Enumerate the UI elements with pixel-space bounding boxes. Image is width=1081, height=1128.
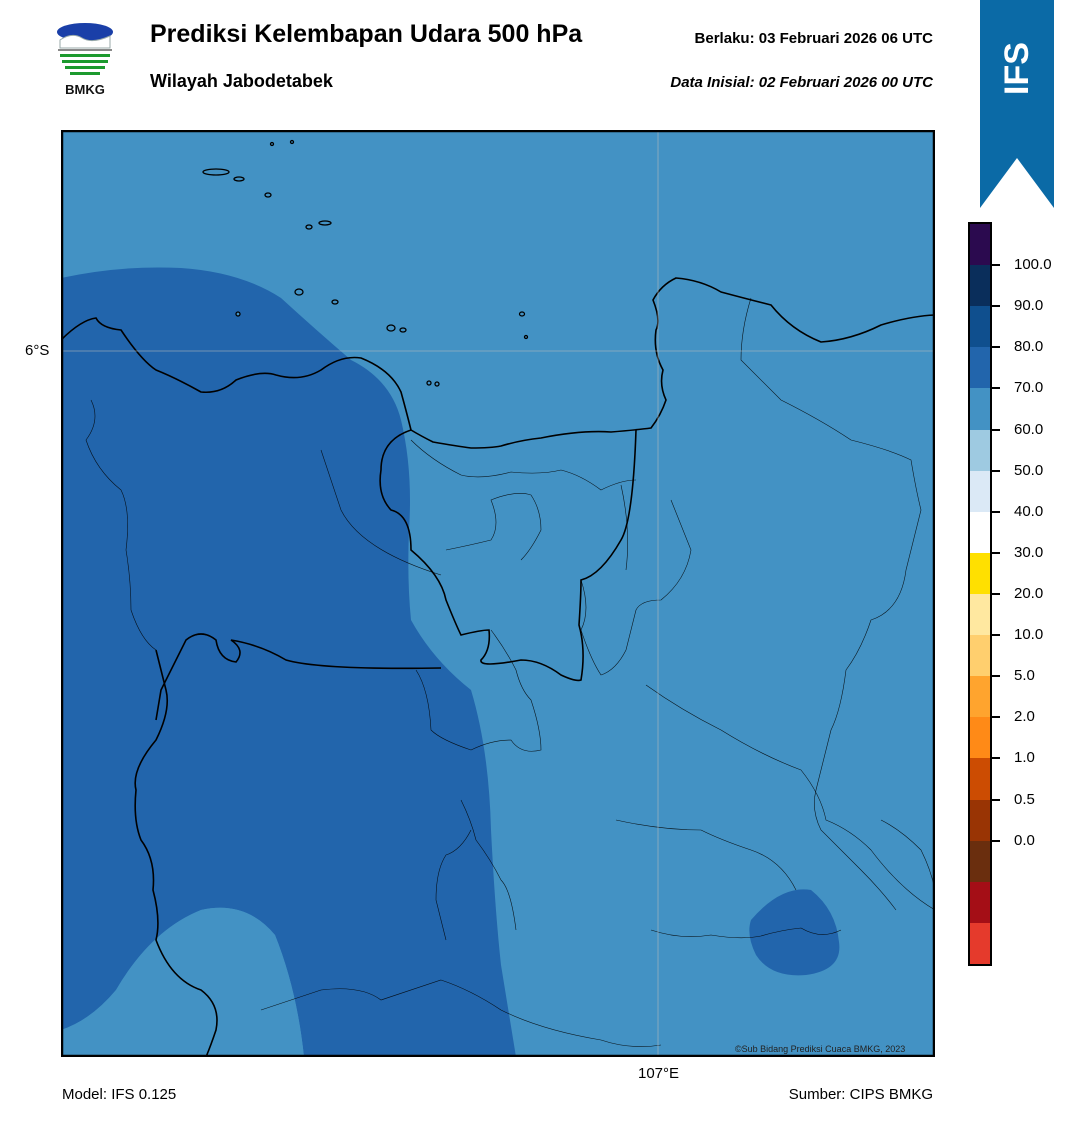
colorbar-label: 0.0 — [1014, 831, 1035, 849]
map-panel — [60, 129, 936, 1058]
colorbar-segment — [970, 881, 990, 924]
coastline — [61, 277, 935, 449]
colorbar-label: 20.0 — [1014, 585, 1044, 602]
colorbar-label: 2.0 — [1014, 708, 1035, 726]
page-title: Prediksi Kelembapan Udara 500 hPa — [150, 20, 583, 48]
colorbar-label: 60.0 — [1014, 420, 1044, 438]
colorbar-segment — [970, 470, 990, 513]
humidity-map — [60, 129, 936, 1058]
colorbar-segment — [970, 594, 990, 636]
region-subtitle: Wilayah Jabodetabek — [150, 71, 333, 91]
colorbar-segment — [970, 840, 990, 883]
colorbar-segment — [970, 306, 990, 348]
colorbar-tick — [992, 675, 1000, 678]
colorbar-label: 100.0 — [1014, 256, 1052, 274]
bmkg-logo-icon — [57, 23, 113, 75]
colorbar-tick — [992, 839, 1000, 842]
colorbar-segment — [970, 799, 990, 842]
colorbar-segment — [970, 922, 990, 965]
colorbar-tick — [992, 387, 1000, 390]
latitude-label: 6°S — [25, 342, 50, 359]
colorbar-label: 30.0 — [1014, 543, 1044, 561]
colorbar-tick — [992, 757, 1000, 760]
copyright-text: ©Sub Bidang Prediksi Cuaca BMKG, 2023 — [735, 1044, 906, 1054]
colorbar-tick — [992, 593, 1000, 595]
colorbar-tick — [992, 469, 1000, 472]
ifs-ribbon: IFS — [980, 0, 1054, 208]
colorbar-label: 80.0 — [1014, 338, 1044, 356]
initial-data-time: Data Inisial: 02 Februari 2026 00 UTC — [670, 74, 933, 91]
colorbar-label: 10.0 — [1014, 626, 1044, 644]
model-label: Model: IFS 0.125 — [62, 1086, 177, 1103]
colorbar-segment — [970, 388, 990, 431]
source-label: Sumber: CIPS BMKG — [788, 1086, 933, 1103]
valid-time: Berlaku: 03 Februari 2026 06 UTC — [694, 30, 933, 47]
colorbar-tick — [992, 428, 1000, 431]
colorbar-tick — [992, 551, 1000, 554]
bmkg-logo: BMKG — [52, 20, 118, 102]
province-border-south — [134, 649, 218, 1057]
ribbon-text: IFS — [997, 41, 1036, 95]
colorbar-label: 70.0 — [1014, 379, 1044, 397]
colorbar-tick — [992, 346, 1000, 349]
colorbar-segment — [970, 758, 990, 801]
colorbar-segment — [970, 347, 990, 389]
colorbar-segment — [970, 635, 990, 677]
humidity-field-light-lobe — [61, 907, 304, 1057]
colorbar-segment — [970, 552, 990, 595]
colorbar-segment — [970, 511, 990, 554]
colorbar-label: 0.5 — [1014, 790, 1035, 808]
colorbar-tick — [992, 305, 1000, 308]
district-borders — [85, 297, 935, 1047]
islands — [202, 139, 529, 387]
colorbar-label: 5.0 — [1014, 667, 1035, 685]
colorbar-segment — [970, 676, 990, 718]
colorbar-label: 90.0 — [1014, 297, 1044, 315]
colorbar-tick — [992, 716, 1000, 719]
humidity-field-dark-blob — [749, 889, 840, 976]
ribbon-shape — [980, 0, 1054, 208]
humidity-field-dark — [61, 267, 516, 1057]
colorbar-segment — [970, 224, 990, 266]
province-border-west — [155, 633, 442, 721]
map-frame — [60, 129, 936, 1058]
colorbar-segment — [970, 429, 990, 472]
longitude-label: 107°E — [638, 1065, 680, 1082]
colorbar-segment — [970, 265, 990, 307]
logo-text: BMKG — [65, 82, 105, 97]
colorbar — [968, 222, 992, 966]
colorbar-tick — [992, 510, 1000, 513]
colorbar-label: 40.0 — [1014, 502, 1044, 520]
colorbar-segment — [970, 717, 990, 759]
colorbar-tick — [992, 634, 1000, 637]
colorbar-label: 50.0 — [1014, 461, 1044, 479]
colorbar-label: 1.0 — [1014, 749, 1035, 767]
colorbar-tick — [992, 798, 1000, 801]
colorbar-tick — [992, 264, 1000, 267]
